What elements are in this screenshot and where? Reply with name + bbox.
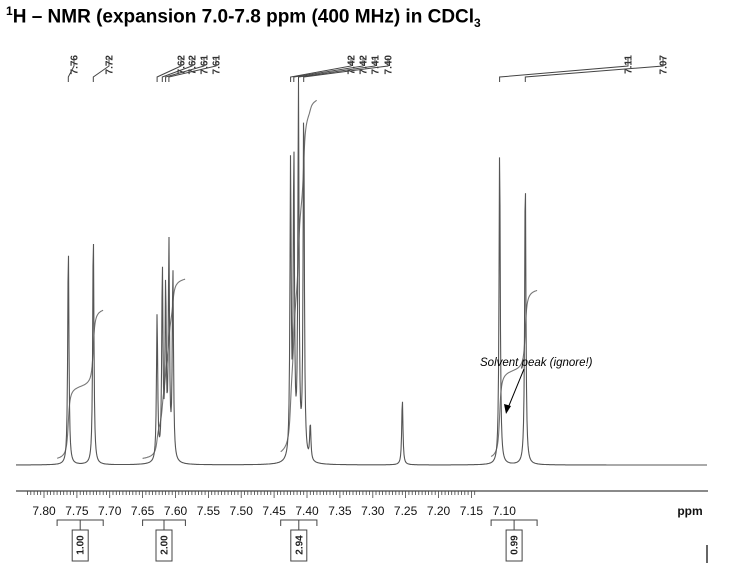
x-tick-label: 7.30 (361, 504, 385, 518)
x-tick-label: 7.60 (164, 504, 188, 518)
x-tick-label: 7.55 (197, 504, 221, 518)
spectrum-trace (16, 81, 707, 466)
peak-leader (303, 58, 389, 82)
x-axis-unit-label: ppm (677, 504, 702, 518)
x-tick-label: 7.45 (262, 504, 286, 518)
peak-label: 7.76 (70, 55, 81, 75)
peak-label: 7.62 (188, 55, 199, 75)
x-tick-label: 7.80 (32, 504, 56, 518)
integral-value: 2.00 (160, 535, 171, 555)
peak-label: 7.42 (359, 55, 370, 75)
peak-leader (92, 58, 110, 82)
peak-label: 7.07 (659, 55, 670, 75)
integral-curve (56, 309, 104, 459)
integral-curve (490, 289, 538, 457)
solvent-annotation: Solvent peak (ignore!) (480, 357, 593, 414)
x-tick-label: 7.70 (98, 504, 122, 518)
integral-value: 0.99 (510, 535, 521, 555)
peak-leader (161, 58, 193, 82)
x-tick-label: 7.75 (65, 504, 89, 518)
peak-label: 7.62 (177, 55, 188, 75)
peak-label: 7.41 (371, 55, 382, 75)
integral-values: 1.00 2.00 2.94 0.99 (56, 519, 538, 562)
x-tick-label: 7.20 (427, 504, 451, 518)
solvent-arrow (507, 368, 525, 409)
peak-leader (67, 58, 75, 82)
integral-box (290, 529, 308, 562)
peak-leader (156, 58, 182, 82)
peak-label: 7.61 (212, 55, 223, 75)
peak-leader (524, 58, 664, 82)
x-tick-label: 7.25 (394, 504, 418, 518)
integral-box (155, 529, 173, 562)
x-tick-label: 7.15 (460, 504, 484, 518)
peak-leader (165, 58, 205, 82)
integral-value: 2.94 (294, 535, 305, 555)
peak-leader (168, 58, 217, 82)
x-axis: 7.80 7.75 7.70 7.65 7.60 7.55 7.50 7.45 7.40 7.35… (16, 490, 708, 518)
peak-leader (298, 58, 376, 82)
x-tick-label: 7.65 (131, 504, 155, 518)
peak-label: 7.11 (624, 55, 635, 74)
x-tick-label: 7.40 (295, 504, 319, 518)
peak-leader (499, 58, 629, 82)
integral-box (505, 529, 523, 562)
peak-label: 7.72 (105, 55, 116, 75)
peak-label: 7.61 (200, 55, 211, 75)
peak-leader (290, 58, 352, 82)
solvent-arrowhead (504, 404, 511, 414)
peak-label: 7.40 (384, 55, 395, 75)
solvent-annotation-label: Solvent peak (ignore!) (480, 357, 593, 369)
x-tick-label: 7.10 (493, 504, 517, 518)
chart-title: 1H – NMR (expansion 7.0-7.8 ppm (400 MHz… (6, 4, 481, 31)
peak-labels: 7.76 7.72 7.62 7.62 7.61 7.61 7.42 7.42 7.41 7.40… (67, 55, 670, 82)
x-tick-label: 7.35 (328, 504, 352, 518)
peak-label: 7.42 (347, 55, 358, 75)
x-tick-label: 7.50 (230, 504, 254, 518)
peak-leader (293, 58, 364, 82)
integral-value: 1.00 (76, 535, 87, 555)
integral-box (71, 529, 89, 562)
